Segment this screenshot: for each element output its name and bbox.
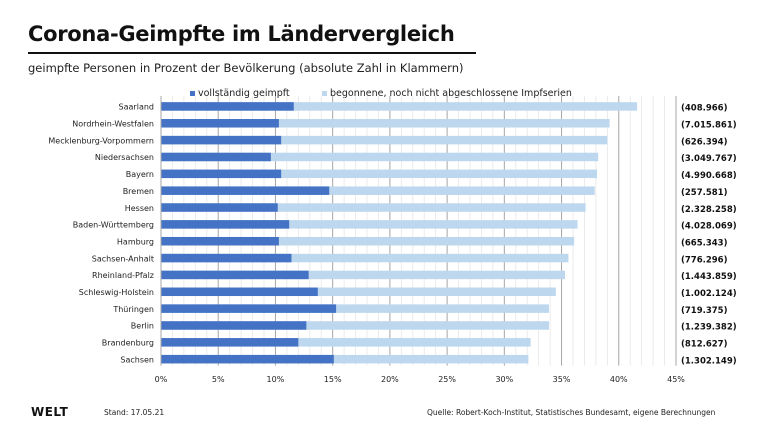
legend-item-partially-vaccinated: begonnene, noch nicht abgeschlossene Imp…: [322, 88, 572, 99]
bar-fully-vaccinated: [161, 220, 290, 229]
category-label: Brandenburg: [102, 339, 154, 348]
bar-partially-vaccinated: [161, 253, 569, 263]
absolute-value-labels: (408.966) (7.015.861) (626.394) (3.049.767)…: [681, 104, 737, 367]
category-label: Bayern: [126, 170, 154, 179]
bar-fully-vaccinated: [161, 135, 282, 145]
bar-partially-vaccinated: [161, 220, 578, 229]
legend-swatch-partially-vaccinated: [322, 91, 327, 96]
chart-title: Corona-Geimpfte im Ländervergleich: [28, 22, 455, 46]
bar-fully-vaccinated: [161, 169, 282, 179]
x-tick-label: 10%: [267, 375, 285, 384]
bar-fully-vaccinated: [161, 152, 271, 162]
bar-partially-vaccinated: [161, 102, 638, 111]
series-fully-vaccinated: [161, 102, 337, 364]
bar-partially-vaccinated: [161, 152, 599, 162]
legend-swatch-fully-vaccinated: [190, 91, 195, 96]
bar-fully-vaccinated: [161, 321, 307, 330]
legend-label-partially-vaccinated: begonnene, noch nicht abgeschlossene Imp…: [330, 88, 572, 99]
category-label: Schleswig-Holstein: [79, 288, 154, 297]
bar-fully-vaccinated: [161, 338, 299, 347]
x-tick-label: 40%: [610, 375, 628, 384]
bar-partially-vaccinated: [161, 287, 556, 297]
bar-partially-vaccinated: [161, 186, 595, 195]
absolute-value-label: (3.049.767): [681, 154, 737, 164]
category-label: Mecklenburg-Vorpommern: [48, 136, 154, 145]
absolute-value-label: (2.328.258): [681, 205, 737, 215]
category-label: Niedersachsen: [95, 153, 154, 162]
category-label: Saarland: [119, 103, 154, 112]
x-tick-label: 5%: [212, 375, 225, 384]
bar-fully-vaccinated: [161, 354, 334, 364]
category-label: Sachsen-Anhalt: [92, 254, 154, 263]
category-label: Thüringen: [112, 305, 154, 314]
bar-partially-vaccinated: [161, 119, 610, 128]
x-tick-label: 25%: [438, 375, 456, 384]
category-label: Berlin: [131, 322, 154, 331]
absolute-value-label: (719.375): [681, 306, 728, 316]
bar-fully-vaccinated: [161, 236, 279, 246]
absolute-value-label: (1.239.382): [681, 323, 737, 333]
bar-partially-vaccinated: [161, 169, 598, 179]
absolute-value-label: (4.990.668): [681, 171, 737, 181]
series-partially-vaccinated: [161, 102, 638, 364]
x-tick-label: 0%: [155, 375, 168, 384]
category-label: Rheinland-Pfalz: [92, 271, 154, 280]
legend-label-fully-vaccinated: vollständig geimpft: [198, 88, 290, 99]
title-divider: [28, 52, 476, 54]
absolute-value-label: (257.581): [681, 188, 728, 198]
absolute-value-label: (626.394): [681, 137, 728, 147]
x-axis: 0% 5% 10% 15% 20% 25% 30% 35% 40% 45%: [155, 96, 685, 384]
bar-fully-vaccinated: [161, 102, 294, 111]
category-label: Bremen: [123, 187, 154, 196]
date-stand: Stand: 17.05.21: [104, 408, 165, 417]
bar-fully-vaccinated: [161, 270, 309, 280]
x-tick-label: 45%: [667, 375, 685, 384]
category-label: Sachsen: [120, 355, 154, 364]
absolute-value-label: (7.015.861): [681, 121, 737, 131]
bar-fully-vaccinated: [161, 203, 278, 212]
absolute-value-label: (776.296): [681, 255, 728, 265]
absolute-value-label: (408.966): [681, 104, 728, 114]
bar-partially-vaccinated: [161, 321, 549, 330]
bar-fully-vaccinated: [161, 119, 279, 128]
bar-partially-vaccinated: [161, 354, 529, 364]
category-label: Hessen: [125, 204, 154, 213]
bar-partially-vaccinated: [161, 203, 586, 212]
bar-fully-vaccinated: [161, 287, 318, 297]
bar-fully-vaccinated: [161, 186, 330, 195]
absolute-value-label: (665.343): [681, 238, 728, 248]
x-tick-label: 35%: [553, 375, 571, 384]
bar-partially-vaccinated: [161, 135, 608, 145]
absolute-value-label: (1.302.149): [681, 356, 737, 366]
bar-fully-vaccinated: [161, 304, 337, 313]
x-tick-label: 15%: [324, 375, 342, 384]
x-tick-label: 30%: [495, 375, 513, 384]
absolute-value-label: (1.002.124): [681, 289, 737, 299]
bar-fully-vaccinated: [161, 253, 292, 263]
chart-subtitle: geimpfte Personen in Prozent der Bevölke…: [28, 61, 464, 75]
absolute-value-label: (4.028.069): [681, 222, 737, 232]
bar-partially-vaccinated: [161, 270, 565, 280]
category-label: Nordrhein-Westfalen: [72, 120, 154, 129]
category-label: Baden-Württemberg: [73, 221, 154, 230]
bar-partially-vaccinated: [161, 338, 531, 347]
legend-item-fully-vaccinated: vollständig geimpft: [190, 88, 290, 99]
bar-partially-vaccinated: [161, 236, 575, 246]
absolute-value-label: (1.443.859): [681, 272, 737, 282]
category-label: Hamburg: [117, 237, 154, 246]
x-tick-label: 20%: [381, 375, 399, 384]
bar-partially-vaccinated: [161, 304, 549, 313]
source-note: Quelle: Robert-Koch-Institut, Statistisc…: [427, 408, 716, 417]
category-labels: Saarland Nordrhein-Westfalen Mecklenburg-V…: [48, 103, 154, 365]
welt-logo: WELT: [31, 405, 69, 419]
absolute-value-label: (812.627): [681, 340, 728, 350]
